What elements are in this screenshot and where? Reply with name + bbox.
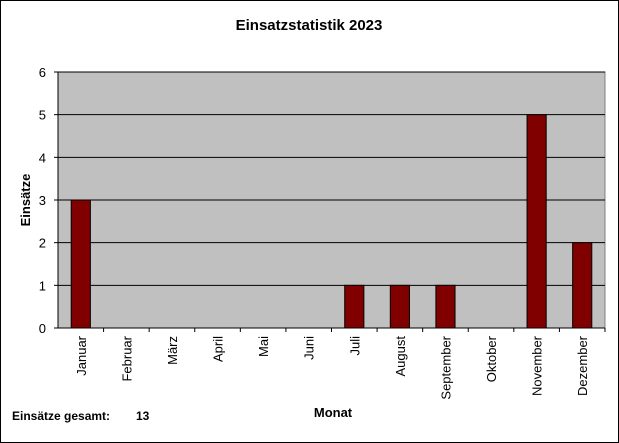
- x-tick-label-juni: Juni: [302, 336, 317, 360]
- gridlines: [58, 71, 605, 286]
- y-tick-label: 3: [39, 193, 46, 208]
- bar-juli: [344, 284, 365, 329]
- bar-januar: [70, 199, 91, 329]
- bars: [70, 114, 593, 329]
- y-tick-label: 1: [39, 278, 46, 293]
- x-tick-label-februar: Februar: [119, 335, 134, 381]
- y-tick-label: 0: [39, 321, 46, 336]
- x-tick-label-november: November: [530, 335, 545, 396]
- chart-title: Einsatzstatistik 2023: [236, 17, 383, 34]
- x-tick-label-mai: Mai: [256, 336, 271, 357]
- x-tick-label-januar: Januar: [74, 335, 89, 375]
- y-tick-label: 4: [39, 150, 46, 165]
- total-value: 13: [136, 409, 150, 423]
- x-tick-labels: Januar Februar März April Mai Juni Juli August S…: [74, 328, 606, 400]
- x-tick-label-märz: März: [165, 336, 180, 365]
- y-tick-labels: 0 1 2 3 4 5 6: [39, 65, 58, 336]
- bar-august: [389, 284, 410, 329]
- x-axis-title: Monat: [314, 405, 353, 420]
- x-tick-label-juli: Juli: [347, 336, 362, 356]
- bar-dezember: [572, 242, 593, 329]
- y-tick-label: 5: [39, 108, 46, 123]
- y-tick-label: 2: [39, 236, 46, 251]
- x-tick-label-april: April: [211, 336, 226, 362]
- y-axis-title: Einsätze: [18, 174, 33, 227]
- x-tick-label-august: August: [393, 336, 408, 377]
- y-tick-label: 6: [39, 65, 46, 80]
- x-tick-label-dezember: Dezember: [575, 335, 590, 396]
- bar-september: [435, 284, 456, 329]
- x-tick-label-oktober: Oktober: [484, 335, 499, 382]
- x-tick-label-september: September: [438, 335, 453, 399]
- bar-november: [526, 114, 547, 329]
- total-label: Einsätze gesamt:: [12, 409, 111, 423]
